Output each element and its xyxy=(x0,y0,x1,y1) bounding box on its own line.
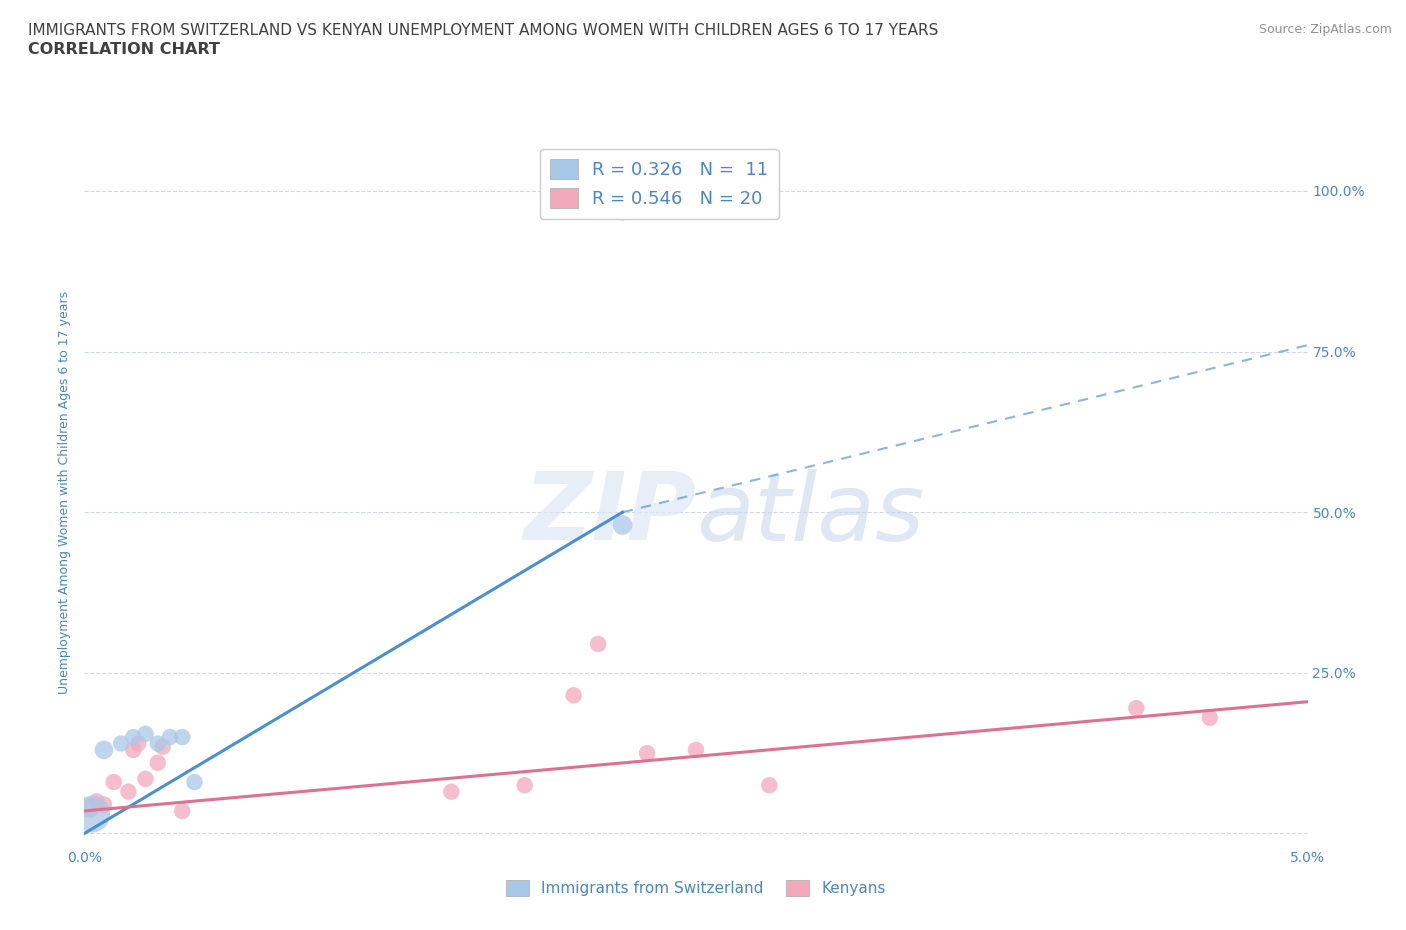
Point xyxy=(159,730,181,745)
Point xyxy=(636,746,658,761)
Point xyxy=(152,739,174,754)
Point xyxy=(172,730,194,745)
Point xyxy=(110,736,132,751)
Point xyxy=(685,742,707,757)
Point xyxy=(122,730,145,745)
Text: IMMIGRANTS FROM SWITZERLAND VS KENYAN UNEMPLOYMENT AMONG WOMEN WITH CHILDREN AGE: IMMIGRANTS FROM SWITZERLAND VS KENYAN UN… xyxy=(28,23,938,38)
Point xyxy=(135,726,157,741)
Point xyxy=(586,636,609,651)
Point xyxy=(183,775,205,790)
Point xyxy=(86,794,108,809)
Point xyxy=(127,736,149,751)
Point xyxy=(1125,700,1147,715)
Legend: Immigrants from Switzerland, Kenyans: Immigrants from Switzerland, Kenyans xyxy=(501,873,891,902)
Point xyxy=(93,797,115,812)
Point xyxy=(103,775,125,790)
Point xyxy=(80,806,103,821)
Point xyxy=(513,777,536,792)
Text: atlas: atlas xyxy=(696,469,924,560)
Text: Source: ZipAtlas.com: Source: ZipAtlas.com xyxy=(1258,23,1392,36)
Text: CORRELATION CHART: CORRELATION CHART xyxy=(28,42,219,57)
Point xyxy=(562,688,585,703)
Point xyxy=(758,777,780,792)
Point xyxy=(135,771,157,786)
Point xyxy=(93,742,115,757)
Point xyxy=(440,784,463,799)
Point xyxy=(146,736,169,751)
Point xyxy=(122,742,145,757)
Point xyxy=(612,203,634,218)
Text: ZIP: ZIP xyxy=(523,468,696,560)
Point xyxy=(612,518,634,533)
Point xyxy=(117,784,139,799)
Point xyxy=(77,801,100,816)
Point xyxy=(146,755,169,770)
Point xyxy=(1198,711,1220,725)
Point xyxy=(172,804,194,818)
Y-axis label: Unemployment Among Women with Children Ages 6 to 17 years: Unemployment Among Women with Children A… xyxy=(58,291,72,695)
